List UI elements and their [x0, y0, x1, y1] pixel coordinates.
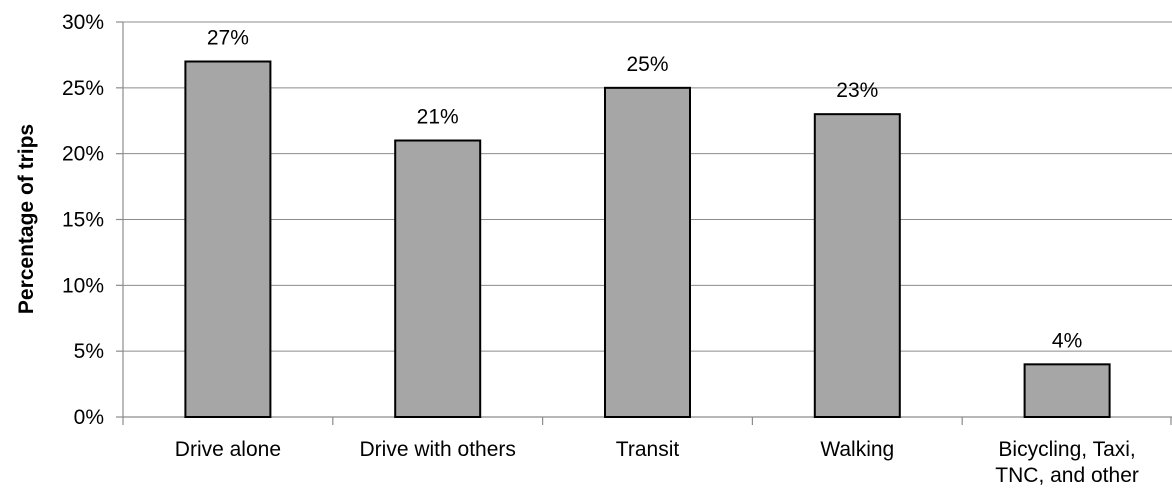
data-label: 23%: [836, 79, 878, 102]
bar: [1023, 363, 1111, 419]
category-label: Drive with others: [360, 438, 516, 461]
data-label: 21%: [417, 106, 459, 129]
category-label: TNC, and other: [995, 464, 1139, 487]
data-label: 25%: [626, 53, 668, 76]
bar: [813, 113, 901, 419]
category-label: Transit: [616, 438, 680, 461]
y-tick-label: 0%: [74, 406, 104, 429]
bar: [184, 60, 272, 418]
y-tick-label: 5%: [74, 340, 104, 363]
labels: 0% 5% 10% 15% 20% 25% 30% 27% Drive alone 21% Driv…: [62, 11, 1139, 487]
y-axis-label: Percentage of trips: [15, 124, 38, 314]
y-tick-label: 15%: [62, 209, 104, 232]
data-label: 27%: [207, 27, 249, 50]
y-tick-label: 10%: [62, 274, 104, 297]
bars: [184, 60, 1111, 419]
y-tick-label: 25%: [62, 77, 104, 100]
category-label: Walking: [820, 438, 894, 461]
data-label: 4%: [1052, 329, 1082, 352]
y-tick-label: 30%: [62, 11, 104, 34]
category-label: Drive alone: [175, 438, 281, 461]
bar: [604, 86, 691, 418]
y-tick-label: 20%: [62, 143, 104, 166]
category-label: Bicycling, Taxi,: [998, 438, 1135, 461]
bar: [394, 139, 482, 418]
